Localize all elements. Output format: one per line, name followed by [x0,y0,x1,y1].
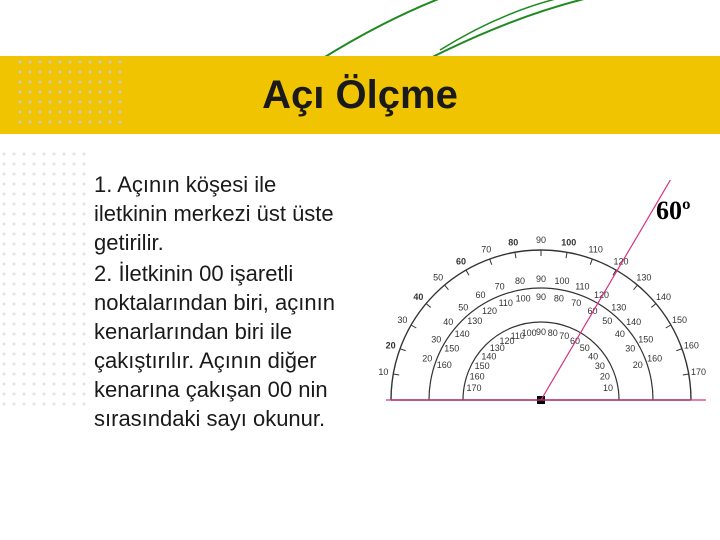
svg-text:130: 130 [611,302,626,312]
svg-text:150: 150 [475,361,490,371]
svg-text:110: 110 [589,245,603,255]
svg-text:170: 170 [691,367,706,377]
svg-text:140: 140 [656,292,671,302]
svg-text:20: 20 [600,372,610,382]
svg-text:90: 90 [536,327,546,337]
svg-text:150: 150 [672,315,687,325]
svg-text:20: 20 [422,354,432,364]
svg-text:30: 30 [625,344,635,354]
svg-text:30: 30 [595,361,605,371]
svg-text:60: 60 [456,256,466,266]
svg-text:80: 80 [554,294,564,304]
svg-text:150: 150 [444,344,459,354]
svg-text:100: 100 [554,276,569,286]
svg-text:110: 110 [575,281,589,291]
svg-text:30: 30 [431,335,441,345]
svg-text:120: 120 [594,290,609,300]
svg-text:150: 150 [638,335,653,345]
svg-text:20: 20 [386,340,396,350]
svg-text:90: 90 [536,292,546,302]
svg-text:70: 70 [571,298,581,308]
svg-text:70: 70 [495,281,505,291]
svg-text:40: 40 [443,317,453,327]
svg-text:50: 50 [433,272,443,282]
svg-text:100: 100 [516,294,531,304]
decor-dots-side [0,150,92,410]
angle-value-label: 60º [656,196,691,226]
instruction-step-1: 1. Açının köşesi ile iletkinin merkezi ü… [94,170,350,257]
svg-text:100: 100 [522,328,537,338]
svg-text:110: 110 [499,298,513,308]
svg-text:140: 140 [455,329,470,339]
svg-text:10: 10 [378,367,388,377]
svg-text:30: 30 [397,315,407,325]
svg-text:160: 160 [684,340,699,350]
svg-text:170: 170 [467,383,482,393]
svg-text:40: 40 [588,351,598,361]
svg-text:80: 80 [548,328,558,338]
instruction-text: 1. Açının köşesi ile iletkinin merkezi ü… [94,170,350,435]
svg-text:70: 70 [559,331,569,341]
svg-text:50: 50 [602,316,612,326]
svg-text:70: 70 [481,245,491,255]
svg-text:130: 130 [636,272,651,282]
svg-text:20: 20 [633,360,643,370]
svg-text:60: 60 [475,290,485,300]
svg-text:100: 100 [561,237,576,247]
svg-text:80: 80 [515,276,525,286]
header-band: Açı Ölçme [0,56,720,134]
svg-text:40: 40 [413,292,423,302]
svg-text:90: 90 [536,235,546,245]
svg-text:40: 40 [615,329,625,339]
svg-text:130: 130 [467,316,482,326]
svg-text:140: 140 [626,317,641,327]
page-title: Açı Ölçme [262,73,458,118]
svg-text:10: 10 [603,383,613,393]
svg-text:120: 120 [482,306,497,316]
instruction-step-2: 2. İletkinin 00 işaretli noktalarından b… [94,259,350,433]
svg-text:90: 90 [536,274,546,284]
svg-text:50: 50 [458,302,468,312]
svg-text:160: 160 [647,354,662,364]
svg-text:80: 80 [508,237,518,247]
svg-text:160: 160 [470,372,485,382]
svg-text:160: 160 [437,360,452,370]
